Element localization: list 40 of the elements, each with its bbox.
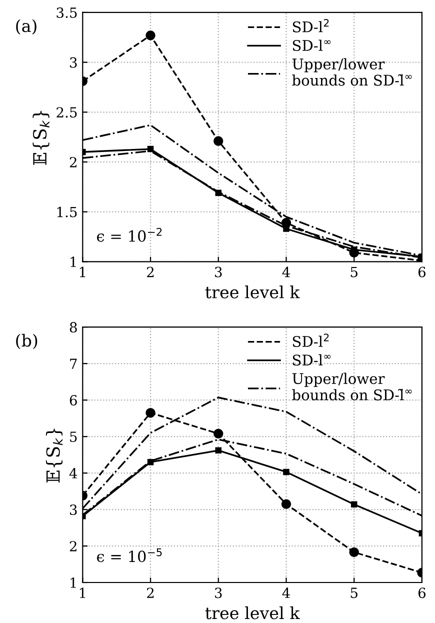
y-tick-label: 8 bbox=[70, 322, 77, 333]
y-tick-label: 2 bbox=[70, 540, 76, 552]
legend-label: SD-l$^{∞}$ bbox=[292, 354, 331, 366]
y-tick-label: 1.5 bbox=[57, 206, 77, 218]
legend-label: SD-l$^{2}$ bbox=[292, 19, 329, 32]
x-tick-label: 5 bbox=[350, 266, 358, 278]
annotation: ϵ = 10$^{−5}$ bbox=[96, 548, 162, 562]
x-tick-label: 4 bbox=[282, 266, 290, 278]
chart-title: (b) bbox=[16, 334, 38, 350]
y-tick-label: 1 bbox=[70, 256, 76, 267]
y-tick-label: 2 bbox=[70, 156, 76, 168]
x-tick-label: 6 bbox=[418, 588, 426, 598]
y-tick-label: 3.5 bbox=[56, 7, 77, 18]
y-tick-label: 3 bbox=[70, 504, 77, 515]
annotation: ϵ = 10$^{−2}$ bbox=[96, 228, 162, 242]
y-axis-title: 𝔼{S$_{k}$} bbox=[46, 428, 63, 483]
x-tick-label: 1 bbox=[80, 588, 86, 598]
x-tick-label: 3 bbox=[215, 588, 222, 598]
x-axis-title: tree level k bbox=[205, 606, 300, 620]
chart-title: (a) bbox=[16, 19, 36, 34]
y-tick-label: 6 bbox=[70, 395, 77, 406]
x-tick-label: 1 bbox=[80, 266, 86, 278]
y-tick-label: 3 bbox=[70, 57, 77, 68]
x-tick-label: 2 bbox=[147, 588, 154, 598]
x-tick-label: 5 bbox=[350, 588, 358, 598]
legend-label: Upper/lower bounds on SD-l̃$^{∞}$ bbox=[292, 372, 412, 400]
y-axis-title: 𝔼{S$_{k}$} bbox=[32, 110, 50, 165]
legend-label: SD-l$^{∞}$ bbox=[292, 40, 331, 51]
y-tick-label: 1 bbox=[70, 577, 76, 588]
x-tick-label: 3 bbox=[215, 266, 222, 278]
x-tick-label: 4 bbox=[282, 588, 290, 598]
y-tick-label: 4 bbox=[69, 468, 78, 478]
y-tick-label: 2.5 bbox=[56, 107, 77, 118]
legend-label: Upper/lower bounds on SD-l̃$^{∞}$ bbox=[292, 58, 412, 86]
y-tick-label: 7 bbox=[70, 358, 77, 369]
x-tick-label: 6 bbox=[418, 266, 426, 278]
legend-label: SD-l$^{2}$ bbox=[292, 334, 329, 347]
x-axis-title: tree level k bbox=[205, 286, 300, 298]
x-tick-label: 2 bbox=[147, 266, 154, 278]
y-tick-label: 5 bbox=[70, 432, 77, 442]
